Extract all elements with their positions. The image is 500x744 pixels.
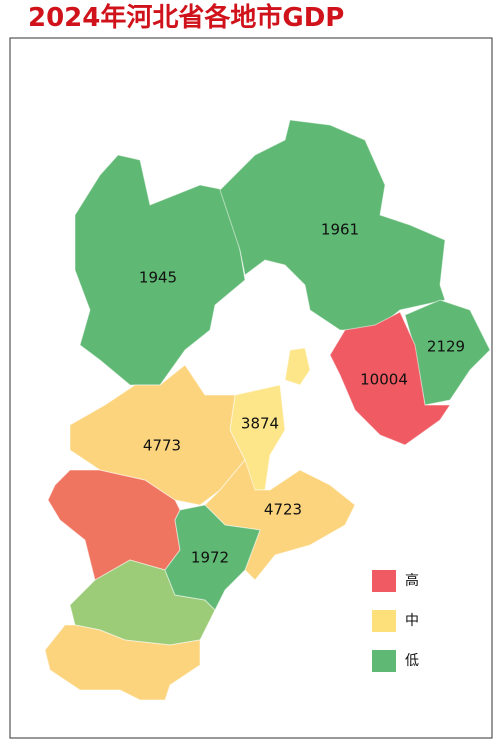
legend-label: 中 — [405, 613, 419, 629]
region-label: 1945 — [139, 269, 177, 287]
region-label: 1972 — [191, 549, 229, 567]
legend-swatch — [372, 650, 396, 672]
legend-label: 高 — [405, 572, 419, 589]
region-label: 4773 — [143, 437, 181, 455]
region-label: 2129 — [427, 338, 465, 356]
region-label: 10004 — [360, 371, 408, 389]
region — [329, 311, 451, 446]
region — [74, 154, 246, 386]
legend-swatch — [372, 570, 396, 592]
region-label: 4723 — [264, 501, 302, 519]
legend-swatch — [372, 610, 396, 632]
region-label: 1961 — [321, 221, 359, 239]
legend-label: 低 — [405, 653, 419, 669]
region — [69, 364, 246, 506]
region — [164, 504, 261, 611]
region-label: 3874 — [241, 415, 279, 433]
region — [44, 624, 201, 701]
region — [219, 119, 446, 331]
region — [404, 299, 491, 406]
map-frame — [9, 37, 493, 739]
region — [284, 347, 311, 386]
map-title: 2024年河北省各地市GDP — [28, 2, 344, 33]
